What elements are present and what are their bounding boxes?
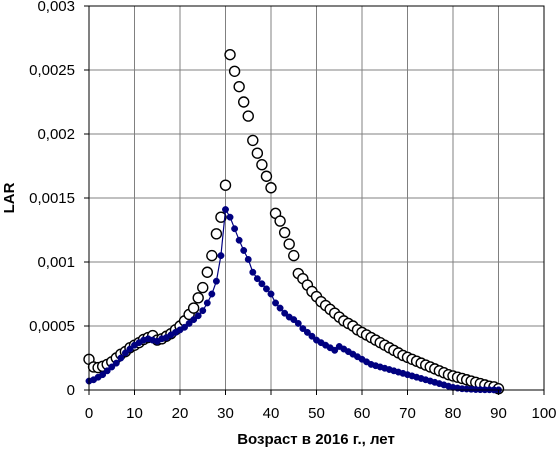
y-tick-label: 0,0015 — [29, 190, 75, 207]
data-point — [276, 304, 284, 312]
data-point — [99, 371, 107, 379]
data-point — [103, 367, 111, 375]
data-point — [226, 213, 234, 221]
data-point — [185, 319, 193, 327]
y-tick-label: 0,001 — [37, 254, 75, 271]
data-point — [308, 332, 316, 340]
data-point — [249, 268, 257, 276]
data-point — [210, 228, 223, 240]
x-tick-label: 30 — [217, 405, 234, 422]
y-tick-label: 0,0005 — [29, 318, 75, 335]
data-point — [117, 354, 125, 362]
data-point — [187, 302, 200, 314]
series-1 — [83, 48, 505, 395]
data-point — [206, 249, 218, 262]
x-tick-label: 10 — [126, 405, 143, 422]
data-point — [237, 96, 250, 108]
data-point — [219, 179, 232, 191]
data-point — [121, 349, 129, 357]
data-point — [240, 247, 248, 254]
series-2 — [85, 206, 502, 394]
data-point — [294, 319, 302, 327]
data-point — [208, 290, 216, 298]
data-point — [331, 346, 339, 354]
data-point — [203, 299, 211, 307]
data-point — [267, 290, 275, 298]
x-tick-label: 90 — [490, 405, 507, 422]
data-point — [303, 328, 311, 336]
y-tick-label: 0,002 — [37, 126, 75, 143]
data-point — [247, 134, 259, 147]
data-point — [194, 312, 202, 320]
data-point — [256, 159, 268, 171]
data-point — [215, 211, 227, 223]
data-point — [181, 323, 189, 331]
data-point — [274, 215, 286, 227]
data-point — [258, 280, 266, 288]
x-tick-label: 80 — [445, 405, 462, 422]
data-point — [233, 80, 245, 93]
data-point — [201, 266, 214, 278]
data-point — [197, 281, 209, 294]
data-point — [112, 359, 120, 367]
x-tick-label: 0 — [85, 405, 93, 422]
x-axis-label: Возраст в 2016 г., лет — [237, 431, 395, 448]
data-point — [272, 299, 279, 307]
x-tick-label: 20 — [172, 405, 189, 422]
data-point — [235, 236, 243, 244]
x-tick-label: 100 — [531, 405, 556, 422]
x-tick-label: 40 — [263, 405, 280, 422]
data-point — [190, 316, 198, 324]
data-point — [253, 275, 261, 283]
data-point — [263, 285, 270, 293]
data-point — [281, 309, 289, 317]
x-tick-label: 70 — [399, 405, 416, 422]
x-tick-label: 50 — [308, 405, 325, 422]
data-point — [278, 226, 291, 239]
data-point — [290, 316, 298, 324]
data-point — [212, 277, 220, 285]
y-tick-label: 0,003 — [37, 0, 75, 15]
data-point — [228, 65, 241, 77]
data-point — [244, 255, 252, 263]
data-point — [224, 48, 236, 61]
data-point — [126, 345, 134, 353]
data-point — [283, 238, 295, 250]
data-point — [299, 325, 307, 333]
data-point — [265, 182, 277, 194]
y-tick-label: 0,0025 — [29, 62, 75, 79]
data-point — [222, 206, 229, 213]
y-tick-label: 0 — [67, 382, 75, 399]
data-point — [242, 110, 254, 122]
data-point — [288, 249, 300, 262]
ticks: 0 10 20 30 40 50 60 70 80 90 100 0 0,0005 0,001 0,0015… — [29, 0, 556, 422]
data-point — [108, 363, 116, 371]
data-point — [217, 252, 225, 260]
data-point — [199, 307, 207, 315]
data-point — [192, 292, 204, 304]
data-point — [251, 147, 264, 159]
data-point — [231, 225, 239, 233]
series-layer — [83, 48, 505, 395]
x-tick-label: 60 — [354, 405, 371, 422]
y-axis-label: LAR — [1, 182, 18, 213]
data-point — [260, 170, 273, 182]
